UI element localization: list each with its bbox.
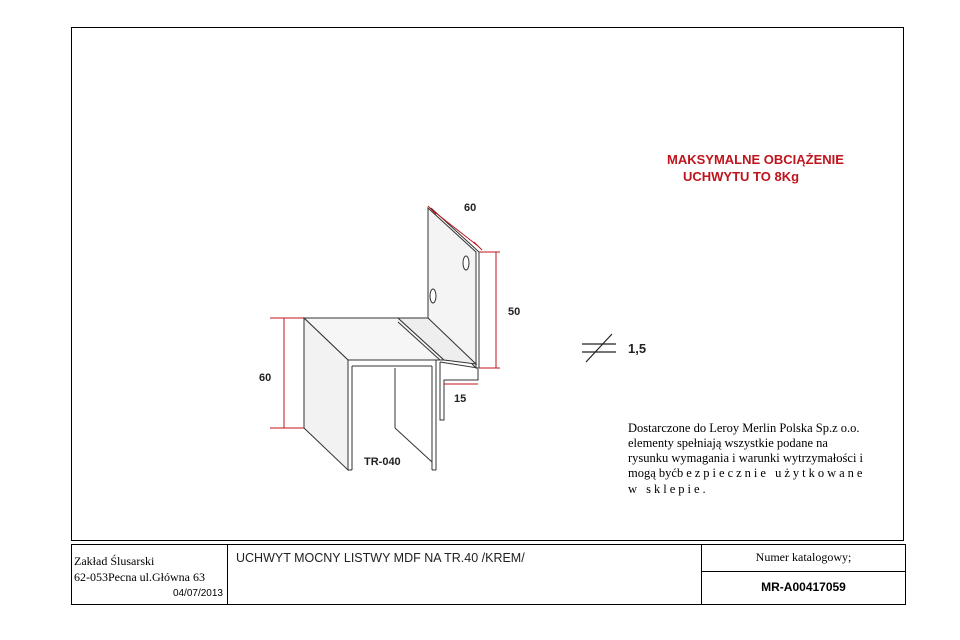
dim-top-width-label: 60 [464, 202, 476, 214]
note-line4-start: mogą być [628, 466, 677, 480]
catalog-label-cell: Numer katalogowy; [702, 545, 905, 572]
company-address: 62-053Pecna ul.Główna 63 [74, 570, 205, 584]
catalog-number: MR-A00417059 [761, 580, 846, 594]
bracket-outline [302, 206, 480, 472]
catalog-number-cell: MR-A00417059 [702, 572, 905, 604]
load-warning-line2: UCHWYTU TO 8Kg [683, 169, 800, 184]
product-title: UCHWYT MOCNY LISTWY MDF NA TR.40 /KREM/ [236, 551, 525, 565]
company-cell: Zakład Ślusarski 62-053Pecna ul.Główna 6… [72, 545, 228, 604]
drawing-date: 04/07/2013 [172, 588, 223, 599]
note-line2: elementy spełniają wszystkie podane na [628, 436, 828, 450]
note-line1: Dostarczone do Leroy Merlin Polska Sp.z … [628, 421, 860, 435]
thickness-label: 1,5 [628, 341, 646, 356]
title-block: Zakład Ślusarski 62-053Pecna ul.Główna 6… [71, 544, 906, 605]
dim-bottom-depth-label: 15 [454, 393, 466, 405]
load-warning-line1: MAKSYMALNE OBCIĄŻENIE [667, 152, 844, 167]
dimension-lines [270, 205, 500, 429]
product-title-cell: UCHWYT MOCNY LISTWY MDF NA TR.40 /KREM/ [228, 545, 702, 604]
note-line5: w sklepie. [628, 482, 709, 496]
dim-vertical-height-label: 50 [508, 306, 520, 318]
dim-left-height-label: 60 [259, 372, 271, 384]
drawing-frame [71, 27, 904, 541]
company-name: Zakład Ślusarski [74, 554, 155, 568]
note-line3: rysunku wymagania i warunki wytrzymałośc… [628, 451, 864, 465]
thickness-symbol [582, 333, 616, 363]
catalog-label: Numer katalogowy; [755, 550, 852, 564]
note-line4-spaced: bezpiecznie użytkowane [676, 466, 866, 480]
note-line4: mogą byćbezpiecznie użytkowane [628, 466, 865, 481]
part-label: TR-040 [364, 456, 401, 468]
